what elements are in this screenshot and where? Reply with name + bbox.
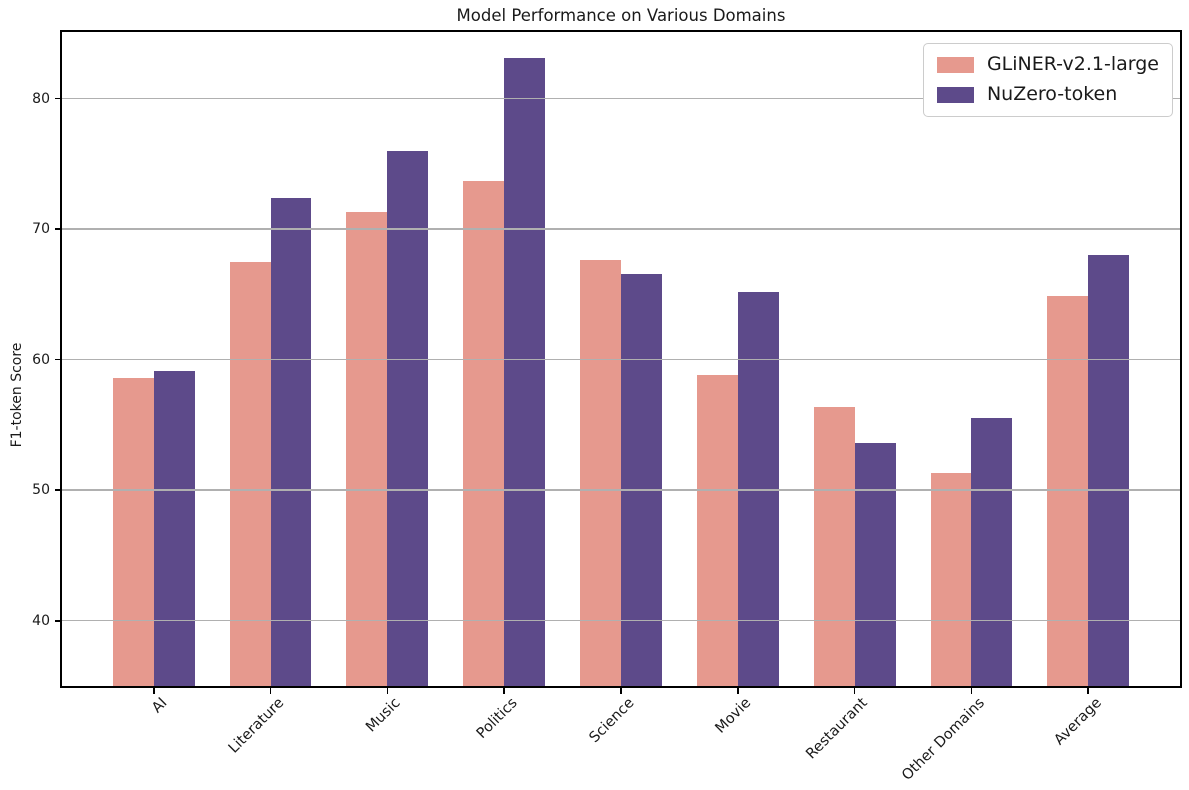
chart-title: Model Performance on Various Domains bbox=[456, 6, 786, 25]
legend-swatch-gliner bbox=[936, 56, 974, 73]
x-tick-mark-movie bbox=[737, 687, 739, 694]
bar-gliner-v2-1-large-science bbox=[580, 260, 621, 686]
x-tick-mark-restaurant bbox=[853, 687, 856, 694]
bar-nuzero-token-restaurant bbox=[854, 443, 896, 686]
y-tick-label-70: 70 bbox=[32, 221, 50, 238]
x-tick-label-politics: Politics bbox=[473, 695, 521, 742]
y-tick-mark-40 bbox=[55, 619, 62, 622]
bar-gliner-v2-1-large-politics bbox=[463, 180, 505, 686]
x-tick-mark-other-domains bbox=[970, 687, 973, 694]
x-tick-label-science: Science bbox=[586, 695, 638, 747]
y-tick-label-40: 40 bbox=[32, 612, 50, 629]
bar-gliner-v2-1-large-ai bbox=[112, 377, 154, 686]
y-tick-label-50: 50 bbox=[32, 482, 50, 499]
bar-nuzero-token-ai bbox=[153, 371, 195, 686]
y-tick-label-80: 80 bbox=[32, 90, 50, 107]
y-tick-mark-60 bbox=[55, 358, 62, 361]
x-tick-mark-ai bbox=[152, 687, 155, 694]
x-tick-mark-science bbox=[620, 687, 622, 694]
y-tick-mark-50 bbox=[55, 489, 62, 491]
plot-area bbox=[60, 30, 1182, 688]
bar-nuzero-token-science bbox=[621, 273, 662, 686]
grid-line-60 bbox=[62, 358, 1180, 361]
x-tick-label-literature: Literature bbox=[225, 695, 287, 757]
x-tick-label-average: Average bbox=[1051, 695, 1105, 749]
x-tick-label-restaurant: Restaurant bbox=[803, 695, 871, 763]
bar-gliner-v2-1-large-music bbox=[346, 212, 388, 686]
x-tick-label-movie: Movie bbox=[712, 695, 755, 737]
legend-item-nuzero: NuZero-token bbox=[936, 82, 1159, 107]
grid-line-80 bbox=[62, 97, 1180, 100]
bar-nuzero-token-literature bbox=[270, 197, 312, 686]
x-tick-label-other-domains: Other Domains bbox=[898, 695, 988, 784]
legend: GLiNER-v2.1-large NuZero-token bbox=[922, 43, 1173, 117]
y-tick-label-60: 60 bbox=[32, 351, 50, 368]
y-tick-mark-70 bbox=[55, 228, 62, 230]
x-tick-mark-average bbox=[1087, 687, 1090, 694]
legend-label-gliner: GLiNER-v2.1-large bbox=[986, 53, 1159, 75]
bar-nuzero-token-music bbox=[387, 150, 429, 686]
bar-nuzero-token-average bbox=[1088, 255, 1130, 686]
bar-nuzero-token-politics bbox=[504, 58, 546, 686]
grid-line-50 bbox=[62, 489, 1180, 491]
grid-line-40 bbox=[62, 620, 1180, 622]
grid-line-70 bbox=[62, 228, 1180, 230]
x-tick-label-music: Music bbox=[363, 695, 404, 736]
legend-label-nuzero: NuZero-token bbox=[986, 82, 1118, 105]
bar-gliner-v2-1-large-restaurant bbox=[813, 406, 855, 686]
bar-nuzero-token-other-domains bbox=[971, 418, 1013, 686]
legend-item-gliner: GLiNER-v2.1-large bbox=[936, 53, 1159, 77]
x-tick-mark-politics bbox=[503, 687, 505, 694]
y-tick-mark-80 bbox=[55, 97, 62, 100]
bar-gliner-v2-1-large-literature bbox=[229, 261, 271, 686]
x-tick-mark-literature bbox=[269, 687, 272, 694]
legend-swatch-nuzero bbox=[936, 86, 974, 103]
x-tick-label-ai: AI bbox=[148, 695, 171, 717]
bar-gliner-v2-1-large-movie bbox=[696, 375, 738, 686]
x-tick-mark-music bbox=[386, 687, 389, 694]
bar-gliner-v2-1-large-other-domains bbox=[930, 473, 972, 686]
